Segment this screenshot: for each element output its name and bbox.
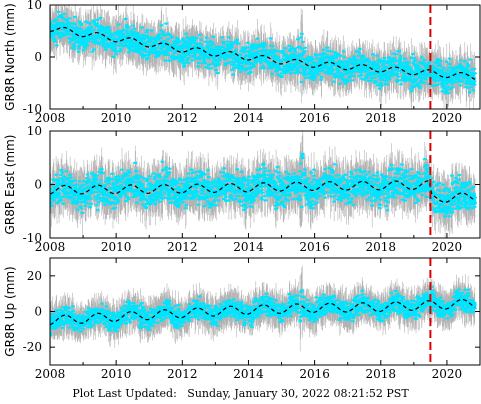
observations [50, 5, 477, 109]
y-tick-label: 0 [34, 305, 42, 319]
y-tick-label: 10 [27, 0, 42, 12]
y-tick-label: 20 [27, 269, 42, 283]
model-fit-line [50, 26, 476, 80]
x-tick-label: 2010 [101, 367, 132, 381]
x-tick-label: 2014 [233, 240, 264, 254]
observations [50, 131, 477, 238]
east-data-layer [50, 131, 477, 238]
x-tick-label: 2008 [35, 240, 66, 254]
east-axes: 2008 2010 2012 2014 2016 2018 2020 -10 0 10 [23, 124, 480, 254]
up-panel: 2008 2010 2012 2014 2016 2018 2020 -20 0 20 GR8R … [3, 257, 481, 381]
x-tick-label: 2010 [101, 111, 132, 125]
x-tick-label: 2012 [167, 367, 198, 381]
last-updated-timestamp: Sunday, January 30, 2022 08:21:52 PST [187, 387, 409, 400]
y-tick-label: -10 [23, 102, 42, 116]
y-tick-label: -10 [23, 231, 42, 245]
x-tick-label: 2020 [432, 111, 463, 125]
x-tick-label: 2012 [167, 240, 198, 254]
x-tick-label: 2016 [299, 367, 330, 381]
x-tick-label: 2014 [233, 111, 264, 125]
y-tick-label: 10 [27, 124, 42, 138]
observations [50, 258, 477, 365]
y-tick-label: -20 [23, 340, 42, 354]
last-updated-label: Plot Last Updated: [72, 387, 177, 400]
north-axis-label: GR8R North (mm) [3, 3, 17, 111]
x-tick-label: 2014 [233, 367, 264, 381]
north-data-layer [50, 5, 477, 109]
x-tick-label: 2020 [432, 367, 463, 381]
x-tick-label: 2018 [365, 111, 396, 125]
x-tick-label: 2010 [101, 240, 132, 254]
x-tick-label: 2008 [35, 367, 66, 381]
x-tick-label: 2008 [35, 111, 66, 125]
up-axes: 2008 2010 2012 2014 2016 2018 2020 -20 0 20 [23, 258, 480, 381]
last-updated-footer: Plot Last Updated: Sunday, January 30, 2… [0, 387, 481, 400]
x-tick-label: 2020 [432, 240, 463, 254]
x-tick-label: 2012 [167, 111, 198, 125]
y-tick-label: 0 [34, 178, 42, 192]
north-panel: 2008 2010 2012 2014 2016 2018 2020 -10 0 10 GR8R … [3, 0, 481, 125]
up-data-layer [50, 258, 477, 365]
east-panel: 2008 2010 2012 2014 2016 2018 2020 -10 0 10 GR8R … [3, 124, 481, 254]
model-fit-line [50, 298, 476, 326]
east-axis-label: GR8R East (mm) [3, 135, 17, 235]
x-tick-label: 2016 [299, 240, 330, 254]
y-tick-label: 0 [34, 50, 42, 64]
north-axes: 2008 2010 2012 2014 2016 2018 2020 -10 0 10 [23, 0, 480, 125]
x-tick-label: 2018 [365, 367, 396, 381]
x-tick-label: 2016 [299, 111, 330, 125]
model-fit-line [50, 180, 476, 203]
x-tick-label: 2018 [365, 240, 396, 254]
up-axis-label: GR8R Up (mm) [3, 266, 17, 356]
